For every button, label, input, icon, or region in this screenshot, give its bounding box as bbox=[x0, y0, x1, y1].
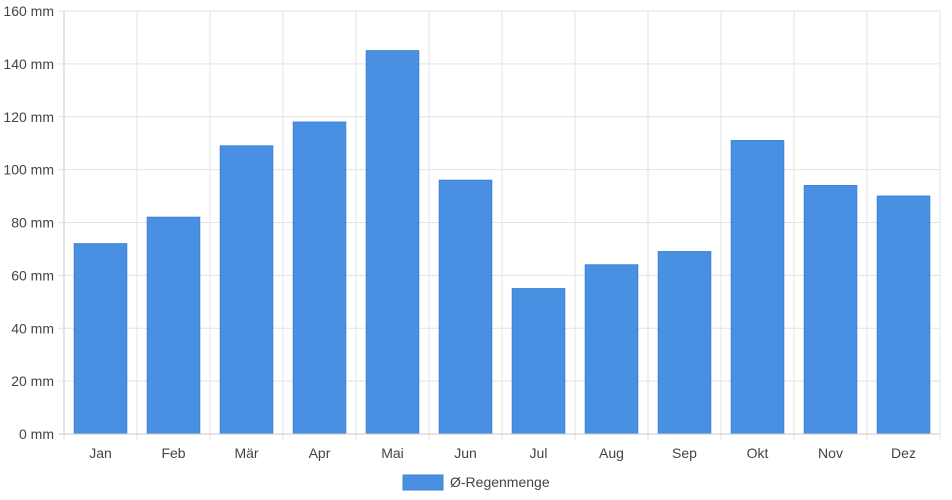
bar-Sep[interactable] bbox=[657, 251, 712, 435]
legend-swatch bbox=[402, 474, 444, 491]
y-tick-label: 20 mm bbox=[11, 373, 54, 389]
bar-Nov[interactable] bbox=[803, 184, 858, 435]
bar-Okt[interactable] bbox=[730, 140, 785, 435]
y-tick-label: 140 mm bbox=[3, 56, 54, 72]
bar-Dez[interactable] bbox=[876, 195, 931, 435]
x-tick-label: Okt bbox=[747, 445, 769, 461]
x-tick-label: Apr bbox=[309, 445, 331, 461]
grid bbox=[58, 10, 941, 440]
legend[interactable]: Ø-Regenmenge bbox=[402, 474, 550, 491]
y-tick-label: 80 mm bbox=[11, 215, 54, 231]
x-tick-label: Nov bbox=[818, 445, 843, 461]
x-tick-label: Jun bbox=[454, 445, 477, 461]
bars bbox=[73, 50, 931, 435]
x-tick-label: Mai bbox=[381, 445, 404, 461]
bar-Feb[interactable] bbox=[146, 216, 201, 435]
x-tick-label: Dez bbox=[891, 445, 916, 461]
x-tick-label: Jan bbox=[89, 445, 112, 461]
y-tick-label: 40 mm bbox=[11, 320, 54, 336]
y-tick-labels: 0 mm 20 mm 40 mm 60 mm 80 mm 100 mm 120 mm 140 … bbox=[3, 3, 54, 442]
bar-Mär[interactable] bbox=[219, 145, 274, 435]
bar-Apr[interactable] bbox=[292, 121, 347, 435]
y-tick-label: 120 mm bbox=[3, 109, 54, 125]
x-tick-label: Sep bbox=[672, 445, 697, 461]
y-tick-label: 0 mm bbox=[19, 426, 54, 442]
bar-Aug[interactable] bbox=[584, 264, 639, 435]
bar-Jun[interactable] bbox=[438, 179, 493, 435]
bar-Jan[interactable] bbox=[73, 243, 128, 435]
bar-Mai[interactable] bbox=[365, 50, 420, 435]
legend-label: Ø-Regenmenge bbox=[450, 474, 550, 490]
bar-Jul[interactable] bbox=[511, 288, 566, 435]
axes bbox=[58, 11, 940, 435]
y-tick-label: 100 mm bbox=[3, 162, 54, 178]
x-tick-label: Jul bbox=[530, 445, 548, 461]
y-tick-label: 160 mm bbox=[3, 3, 54, 19]
x-tick-label: Feb bbox=[161, 445, 185, 461]
y-tick-label: 60 mm bbox=[11, 267, 54, 283]
x-tick-label: Mär bbox=[234, 445, 258, 461]
x-tick-label: Aug bbox=[599, 445, 624, 461]
x-tick-labels: Jan Feb Mär Apr Mai Jun Jul Aug Sep Okt Nov Dez bbox=[89, 445, 916, 461]
